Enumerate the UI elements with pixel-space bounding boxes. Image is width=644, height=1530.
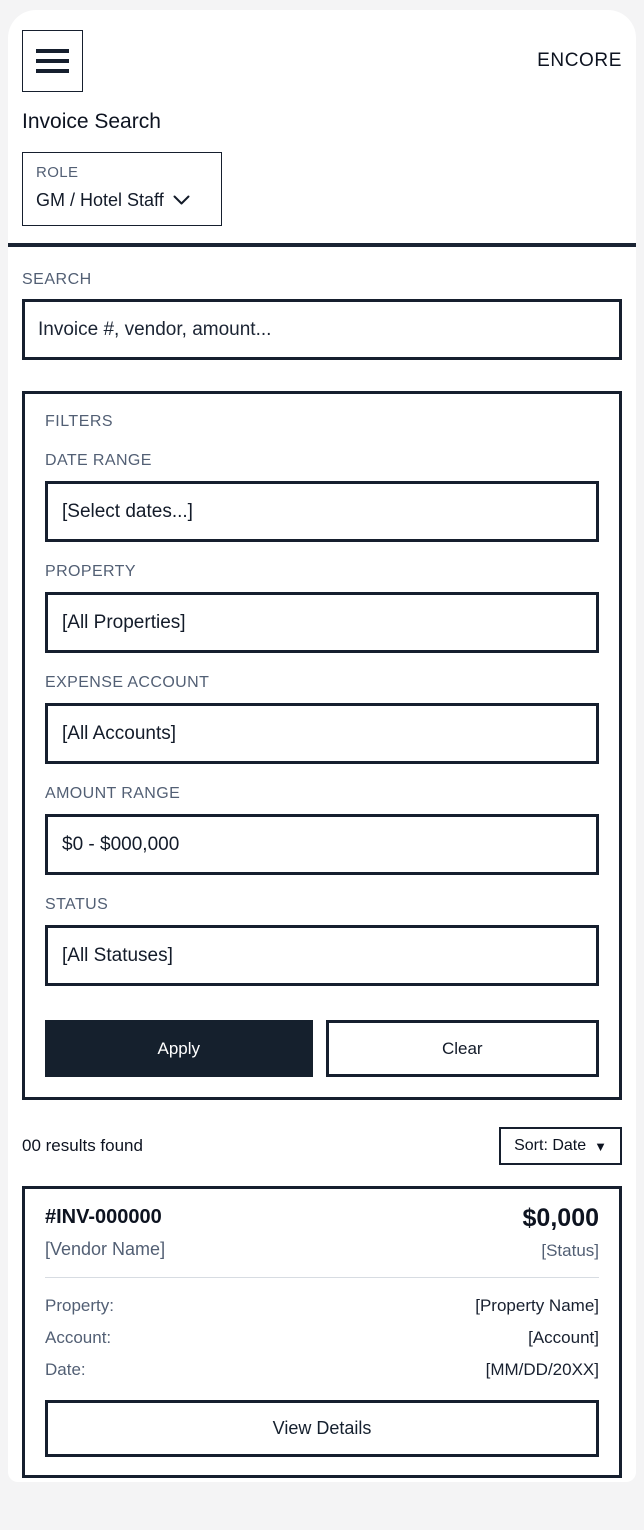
account-row-value: [Account] xyxy=(528,1328,599,1347)
detail-row-property: Property: [Property Name] xyxy=(45,1290,599,1322)
vendor-name: [Vendor Name] xyxy=(45,1239,166,1259)
page-title: Invoice Search xyxy=(22,110,161,133)
filter-group-status: STATUS [All Statuses] xyxy=(45,896,599,986)
property-row-label: Property: xyxy=(45,1296,114,1315)
detail-row-date: Date: [MM/DD/20XX] xyxy=(45,1354,599,1386)
amount-range-select[interactable]: $0 - $000,000 xyxy=(45,814,599,875)
filter-group-date-range: DATE RANGE [Select dates...] xyxy=(45,452,599,542)
hamburger-icon xyxy=(36,49,69,53)
filter-actions: Apply Clear xyxy=(45,1020,599,1077)
view-details-button[interactable]: View Details xyxy=(45,1400,599,1457)
date-row-value: [MM/DD/20XX] xyxy=(485,1360,599,1379)
amount-range-label: AMOUNT RANGE xyxy=(45,785,181,802)
hamburger-icon xyxy=(36,59,69,63)
sort-button-label: Sort: Date xyxy=(514,1137,587,1154)
app-card: ENCORE Invoice Search ROLE GM / Hotel St… xyxy=(8,10,636,1482)
property-select[interactable]: [All Properties] xyxy=(45,592,599,653)
filter-group-amount-range: AMOUNT RANGE $0 - $000,000 xyxy=(45,785,599,875)
account-row-label: Account: xyxy=(45,1328,112,1347)
hamburger-icon xyxy=(36,69,69,73)
sort-button[interactable]: Sort: Date ▼ xyxy=(499,1127,622,1165)
search-label: SEARCH xyxy=(22,271,92,288)
invoice-top-row: #INV-000000 $0,000 xyxy=(45,1206,599,1231)
property-label: PROPERTY xyxy=(45,563,136,580)
invoice-number: #INV-000000 xyxy=(45,1206,162,1228)
date-range-label: DATE RANGE xyxy=(45,452,152,469)
caret-down-icon: ▼ xyxy=(594,1138,607,1154)
results-header: 00 results found Sort: Date ▼ xyxy=(22,1127,622,1165)
header-divider xyxy=(8,243,636,247)
card-divider xyxy=(45,1277,599,1278)
invoice-amount: $0,000 xyxy=(522,1204,599,1232)
hamburger-menu-button[interactable] xyxy=(22,30,83,92)
expense-account-select[interactable]: [All Accounts] xyxy=(45,703,599,764)
property-row-value: [Property Name] xyxy=(475,1296,599,1315)
status-select[interactable]: [All Statuses] xyxy=(45,925,599,986)
detail-row-account: Account: [Account] xyxy=(45,1322,599,1354)
apply-button[interactable]: Apply xyxy=(45,1020,313,1077)
role-select[interactable]: ROLE GM / Hotel Staff xyxy=(22,152,222,226)
results-count: 00 results found xyxy=(22,1136,143,1155)
invoice-result-card: #INV-000000 $0,000 [Vendor Name] [Status… xyxy=(22,1186,622,1478)
filter-group-expense-account: EXPENSE ACCOUNT [All Accounts] xyxy=(45,674,599,764)
date-range-select[interactable]: [Select dates...] xyxy=(45,481,599,542)
role-label: ROLE xyxy=(36,164,79,181)
brand-logo: ENCORE xyxy=(537,50,622,71)
search-input[interactable] xyxy=(22,299,622,360)
status-badge: [Status] xyxy=(541,1241,599,1260)
status-label: STATUS xyxy=(45,896,109,913)
header: ENCORE xyxy=(22,10,622,92)
filters-title: FILTERS xyxy=(45,413,114,430)
filter-group-property: PROPERTY [All Properties] xyxy=(45,563,599,653)
invoice-sub-row: [Vendor Name] [Status] xyxy=(45,1239,599,1261)
role-value-row: GM / Hotel Staff xyxy=(36,190,208,211)
chevron-down-icon xyxy=(173,195,190,206)
clear-button[interactable]: Clear xyxy=(325,1020,599,1077)
filters-panel: FILTERS DATE RANGE [Select dates...] PRO… xyxy=(22,391,622,1100)
role-selected-value: GM / Hotel Staff xyxy=(36,190,164,210)
date-row-label: Date: xyxy=(45,1360,86,1379)
expense-account-label: EXPENSE ACCOUNT xyxy=(45,674,210,691)
